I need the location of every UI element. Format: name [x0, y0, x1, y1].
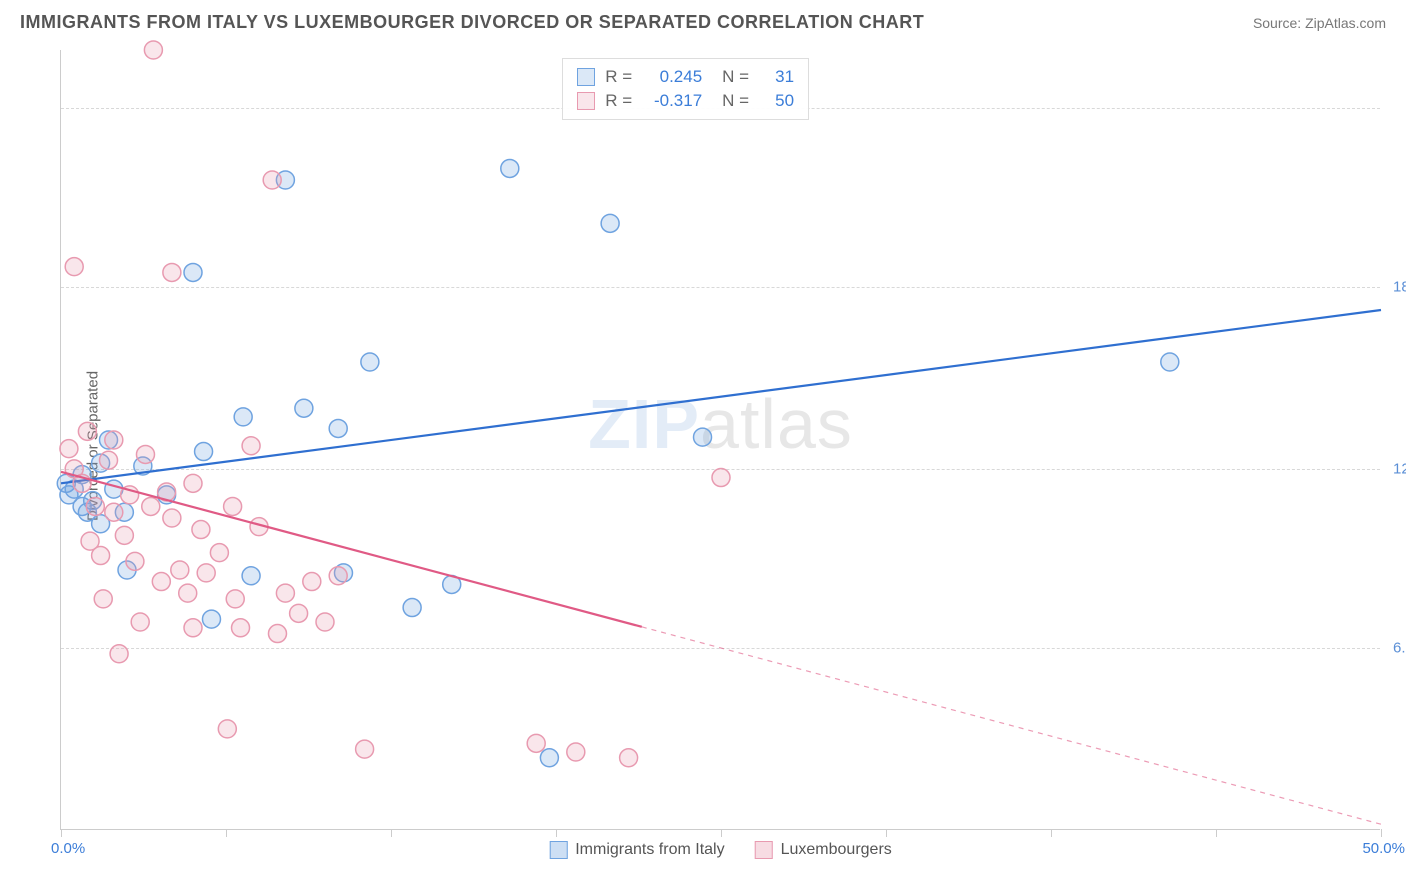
- x-tick: [1381, 829, 1382, 837]
- bottom-legend: Immigrants from Italy Luxembourgers: [549, 841, 892, 859]
- data-point: [60, 440, 78, 458]
- legend-label: Immigrants from Italy: [575, 841, 724, 859]
- data-point: [361, 353, 379, 371]
- data-point: [712, 469, 730, 487]
- x-tick: [886, 829, 887, 837]
- data-point: [179, 584, 197, 602]
- data-point: [78, 422, 96, 440]
- data-point: [601, 214, 619, 232]
- data-point: [195, 443, 213, 461]
- data-point: [126, 552, 144, 570]
- data-point: [303, 573, 321, 591]
- data-point: [527, 734, 545, 752]
- stat-n-label: N =: [722, 91, 749, 111]
- stat-n-value: 31: [759, 67, 794, 87]
- trend-line: [61, 472, 642, 627]
- data-point: [192, 521, 210, 539]
- data-point: [226, 590, 244, 608]
- data-point: [92, 547, 110, 565]
- series-swatch: [577, 92, 595, 110]
- data-point: [501, 159, 519, 177]
- data-point: [218, 720, 236, 738]
- data-point: [110, 645, 128, 663]
- data-point: [171, 561, 189, 579]
- data-point: [184, 474, 202, 492]
- legend-swatch: [549, 841, 567, 859]
- data-point: [232, 619, 250, 637]
- stat-r-value: 0.245: [642, 67, 702, 87]
- data-point: [163, 509, 181, 527]
- data-point: [1161, 353, 1179, 371]
- data-point: [567, 743, 585, 761]
- data-point: [105, 431, 123, 449]
- x-tick: [391, 829, 392, 837]
- data-point: [268, 625, 286, 643]
- x-tick: [61, 829, 62, 837]
- stat-n-value: 50: [759, 91, 794, 111]
- data-point: [694, 428, 712, 446]
- data-point: [540, 749, 558, 767]
- scatter-plot-svg: [61, 50, 1380, 829]
- stat-r-value: -0.317: [642, 91, 702, 111]
- data-point: [144, 41, 162, 59]
- data-point: [242, 567, 260, 585]
- data-point: [163, 263, 181, 281]
- data-point: [356, 740, 374, 758]
- source-attribution: Source: ZipAtlas.com: [1253, 15, 1386, 31]
- data-point: [184, 263, 202, 281]
- stat-r-label: R =: [605, 91, 632, 111]
- data-point: [115, 526, 133, 544]
- data-point: [142, 497, 160, 515]
- data-point: [242, 437, 260, 455]
- data-point: [105, 503, 123, 521]
- data-point: [136, 445, 154, 463]
- data-point: [202, 610, 220, 628]
- data-point: [276, 584, 294, 602]
- chart-title: IMMIGRANTS FROM ITALY VS LUXEMBOURGER DI…: [20, 12, 924, 33]
- data-point: [224, 497, 242, 515]
- x-tick: [721, 829, 722, 837]
- data-point: [184, 619, 202, 637]
- stats-row: R = 0.245 N = 31: [577, 65, 794, 89]
- data-point: [210, 544, 228, 562]
- data-point: [403, 599, 421, 617]
- data-point: [316, 613, 334, 631]
- y-tick-label: 18.8%: [1385, 278, 1406, 295]
- data-point: [94, 590, 112, 608]
- data-point: [329, 567, 347, 585]
- correlation-stats-box: R = 0.245 N = 31 R = -0.317 N = 50: [562, 58, 809, 120]
- trend-line: [61, 310, 1381, 483]
- x-axis-max-label: 50.0%: [1362, 840, 1405, 857]
- data-point: [100, 451, 118, 469]
- data-point: [86, 497, 104, 515]
- x-axis-min-label: 0.0%: [51, 840, 85, 857]
- data-point: [131, 613, 149, 631]
- x-tick: [1216, 829, 1217, 837]
- legend-item: Luxembourgers: [755, 841, 892, 859]
- legend-item: Immigrants from Italy: [549, 841, 724, 859]
- legend-label: Luxembourgers: [781, 841, 892, 859]
- trend-line-extrapolated: [642, 627, 1381, 824]
- y-tick-label: 12.5%: [1385, 460, 1406, 477]
- data-point: [197, 564, 215, 582]
- data-point: [263, 171, 281, 189]
- y-tick-label: 6.3%: [1385, 640, 1406, 657]
- stats-row: R = -0.317 N = 50: [577, 89, 794, 113]
- x-tick: [226, 829, 227, 837]
- stat-n-label: N =: [722, 67, 749, 87]
- x-tick: [1051, 829, 1052, 837]
- series-swatch: [577, 68, 595, 86]
- data-point: [290, 604, 308, 622]
- data-point: [152, 573, 170, 591]
- data-point: [234, 408, 252, 426]
- chart-plot-area: ZIPatlas 6.3%12.5%18.8% R =0.245N =31R =…: [60, 50, 1380, 830]
- legend-swatch: [755, 841, 773, 859]
- stat-r-label: R =: [605, 67, 632, 87]
- data-point: [65, 258, 83, 276]
- data-point: [620, 749, 638, 767]
- x-tick: [556, 829, 557, 837]
- data-point: [295, 399, 313, 417]
- data-point: [329, 419, 347, 437]
